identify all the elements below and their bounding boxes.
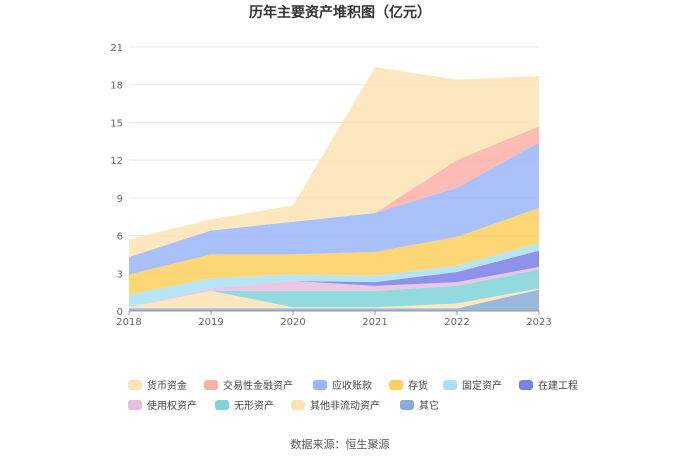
- legend-label: 存货: [408, 379, 428, 392]
- legend-label: 交易性金融资产: [223, 379, 293, 392]
- y-tick-label: 6: [117, 232, 123, 243]
- y-tick-label: 12: [110, 156, 123, 167]
- legend-label: 在建工程: [538, 379, 578, 392]
- legend-label: 无形资产: [234, 399, 274, 412]
- legend-label: 货币资金: [147, 379, 187, 392]
- x-tick-label: 2020: [280, 317, 305, 328]
- legend-label: 使用权资产: [147, 399, 197, 412]
- legend-swatch: [215, 400, 229, 410]
- legend-label: 应收账款: [332, 379, 372, 392]
- area-series: [129, 142, 539, 275]
- area-series: [129, 289, 539, 311]
- x-tick-label: 2019: [198, 317, 223, 328]
- area-series: [129, 250, 539, 308]
- area-series: [129, 267, 539, 308]
- legend-swatch: [389, 380, 403, 390]
- area-series: [129, 67, 539, 257]
- legend-swatch: [204, 380, 218, 390]
- x-tick-label: 2023: [526, 317, 551, 328]
- area-series: [129, 269, 539, 308]
- y-tick-label: 21: [110, 43, 123, 54]
- x-tick-label: 2021: [362, 317, 387, 328]
- area-series: [129, 243, 539, 308]
- area-series: [129, 288, 539, 309]
- y-tick-label: 9: [117, 194, 123, 205]
- chart-title: 历年主要资产堆积图（亿元）: [249, 5, 431, 21]
- y-tick-label: 15: [110, 118, 123, 129]
- legend-swatch: [313, 380, 327, 390]
- legend-swatch: [128, 400, 142, 410]
- legend-label: 固定资产: [462, 379, 502, 392]
- legend-swatch: [443, 380, 457, 390]
- y-tick-label: 3: [117, 269, 123, 280]
- x-tick-label: 2018: [116, 317, 141, 328]
- legend-label: 其他非流动资产: [310, 399, 380, 412]
- legend-swatch: [291, 400, 305, 410]
- legend-swatch: [400, 400, 414, 410]
- legend-swatch: [519, 380, 533, 390]
- x-tick-label: 2022: [444, 317, 469, 328]
- legend-label: 其它: [419, 399, 439, 412]
- y-tick-label: 0: [117, 307, 123, 318]
- area-series: [129, 207, 539, 295]
- data-source: 数据来源：恒生聚源: [290, 438, 390, 451]
- legend-swatch: [128, 380, 142, 390]
- y-tick-label: 18: [110, 81, 123, 92]
